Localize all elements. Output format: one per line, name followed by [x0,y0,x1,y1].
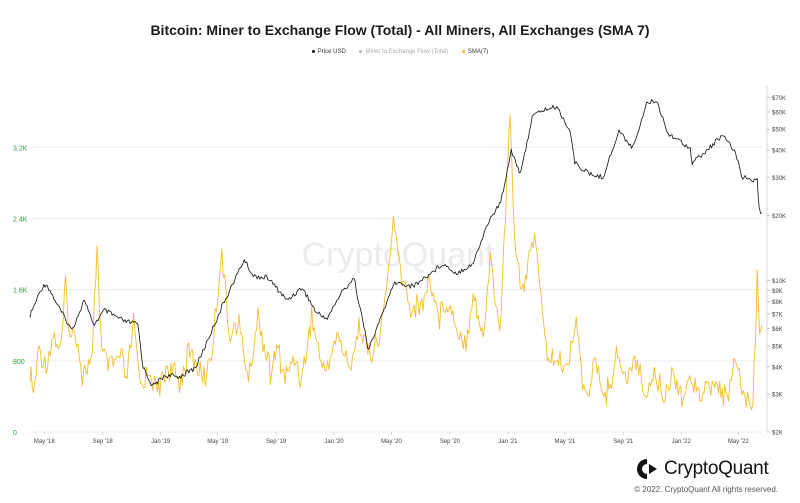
y-right-tick-label: $10K [772,279,786,285]
x-tick-label: May '20 [381,439,402,445]
y-left-tick-label: 2.4K [13,216,28,223]
y-left-tick-label: 1.6K [13,288,28,295]
y-right-tick-label: $6K [772,327,783,333]
legend-marker-price [311,49,315,53]
watermark: CryptoQuant [302,236,495,274]
legend-item-flow-total[interactable]: Miner to Exchange Flow (Total) [359,49,448,55]
x-axis: May '18 Sep '18 Jan '19 May '19 Sep '19 Jan '… [34,432,749,445]
x-tick-label: Sep '19 [266,439,287,445]
series-line-sma7 [29,115,763,411]
x-tick-label: May '18 [34,439,55,445]
x-tick-label: Sep '18 [93,439,114,445]
x-tick-label: Jan '19 [151,439,171,445]
cryptoquant-logo-icon [637,459,657,479]
x-tick-label: Jan '22 [672,439,692,445]
series-layer [29,99,763,411]
y-right-tick-label: $20K [772,214,786,220]
y-right-tick-label: $3K [772,392,783,398]
y-left-tick-label: 800 [13,359,25,366]
x-tick-label: May '19 [207,439,228,445]
y-right-tick-label: $2K [772,431,783,437]
brand-logo: CryptoQuant [636,457,769,481]
series-line-price-usd [29,99,763,387]
x-tick-label: Jan '21 [498,439,518,445]
x-tick-label: Jan '20 [324,439,344,445]
y-right-axis: $2K $3K $4K $5K $6K $7K $8K $9K $10K $20K $30K $40K… [766,85,786,437]
copyright: © 2022. CryptoQuant All rights reserved. [634,485,778,494]
legend-label-flow-total: Miner to Exchange Flow (Total) [365,49,449,55]
y-left-axis: 0 800 1.6K 2.4K 3.2K [13,145,28,437]
legend-marker-flow-total [359,49,363,53]
brand-name: CryptoQuant [664,458,769,479]
x-tick-label: Sep '21 [613,439,634,445]
x-tick-label: May '22 [728,439,749,445]
x-tick-label: May '21 [554,439,575,445]
y-right-tick-label: $50K [772,128,786,134]
chart-title: Bitcoin: Miner to Exchange Flow (Total) … [150,22,650,38]
legend-item-price[interactable]: Price USD [311,49,346,55]
y-right-tick-label: $5K [772,344,783,350]
legend-label-sma: SMA(7) [467,49,489,55]
y-right-tick-label: $9K [772,289,783,295]
x-tick-label: Sep '20 [440,439,461,445]
y-right-tick-label: $7K [772,313,783,319]
y-right-tick-label: $40K [772,149,786,155]
legend-item-sma[interactable]: SMA(7) [461,49,489,55]
y-right-tick-label: $30K [772,176,786,182]
legend-marker-sma [461,49,465,53]
legend: Price USD Miner to Exchange Flow (Total)… [0,49,800,55]
y-right-tick-label: $8K [772,300,783,306]
y-left-tick-label: 3.2K [13,145,28,152]
y-right-tick-label: $70K [772,96,786,102]
y-right-tick-label: $60K [772,111,786,117]
grid [30,146,762,433]
legend-label-price: Price USD [317,49,346,55]
y-right-tick-label: $4K [772,365,783,371]
y-left-tick-label: 0 [13,430,17,437]
